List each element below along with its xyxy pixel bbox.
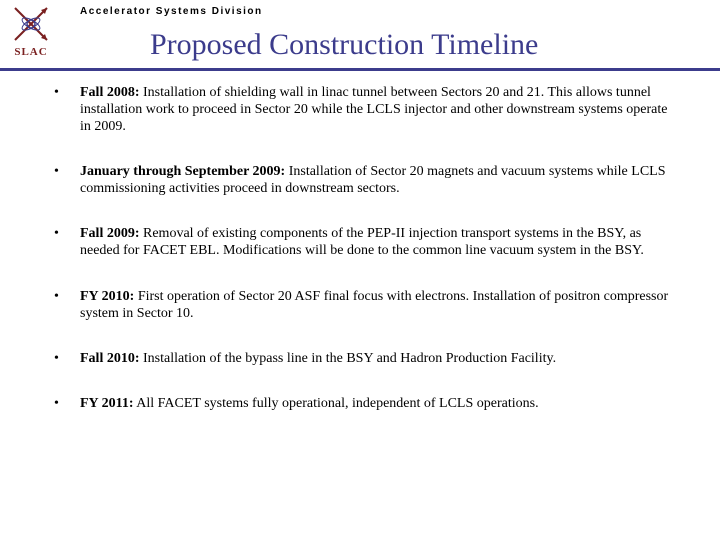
bullet-item: •Fall 2008: Installation of shielding wa…: [48, 84, 680, 135]
bullet-item: •Fall 2009: Removal of existing componen…: [48, 225, 680, 259]
bullet-marker: •: [48, 395, 80, 412]
bullet-item: •Fall 2010: Installation of the bypass l…: [48, 350, 680, 367]
bullet-rest: Installation of shielding wall in linac …: [80, 85, 667, 134]
bullet-item: •January through September 2009: Install…: [48, 163, 680, 197]
bullet-rest: Installation of the bypass line in the B…: [140, 351, 557, 366]
slide-title: Proposed Construction Timeline: [150, 28, 538, 62]
bullet-text: FY 2011: All FACET systems fully operati…: [80, 395, 680, 412]
bullet-marker: •: [48, 225, 80, 242]
bullet-lead: Fall 2010:: [80, 351, 140, 366]
bullet-lead: FY 2010:: [80, 289, 134, 304]
bullet-text: Fall 2008: Installation of shielding wal…: [80, 84, 680, 135]
slide-content: •Fall 2008: Installation of shielding wa…: [48, 84, 680, 440]
bullet-marker: •: [48, 163, 80, 180]
header-rule: [0, 68, 720, 71]
bullet-text: FY 2010: First operation of Sector 20 AS…: [80, 288, 680, 322]
slac-logo-text: SLAC: [14, 46, 47, 58]
bullet-marker: •: [48, 288, 80, 305]
bullet-lead: January through September 2009:: [80, 164, 285, 179]
bullet-text: Fall 2010: Installation of the bypass li…: [80, 350, 680, 367]
bullet-item: •FY 2010: First operation of Sector 20 A…: [48, 288, 680, 322]
bullet-text: Fall 2009: Removal of existing component…: [80, 225, 680, 259]
bullet-rest: All FACET systems fully operational, ind…: [134, 396, 539, 411]
bullet-text: January through September 2009: Installa…: [80, 163, 680, 197]
bullet-list: •Fall 2008: Installation of shielding wa…: [48, 84, 680, 412]
division-label: Accelerator Systems Division: [80, 6, 263, 17]
bullet-item: •FY 2011: All FACET systems fully operat…: [48, 395, 680, 412]
bullet-marker: •: [48, 350, 80, 367]
bullet-lead: Fall 2009:: [80, 226, 140, 241]
slac-logo-icon: [11, 4, 51, 44]
slide-header: SLAC Accelerator Systems Division Propos…: [0, 0, 720, 72]
bullet-lead: Fall 2008:: [80, 85, 140, 100]
slac-logo: SLAC: [8, 4, 54, 68]
bullet-rest: Removal of existing components of the PE…: [80, 226, 644, 258]
bullet-marker: •: [48, 84, 80, 101]
bullet-rest: First operation of Sector 20 ASF final f…: [80, 289, 668, 321]
bullet-lead: FY 2011:: [80, 396, 134, 411]
